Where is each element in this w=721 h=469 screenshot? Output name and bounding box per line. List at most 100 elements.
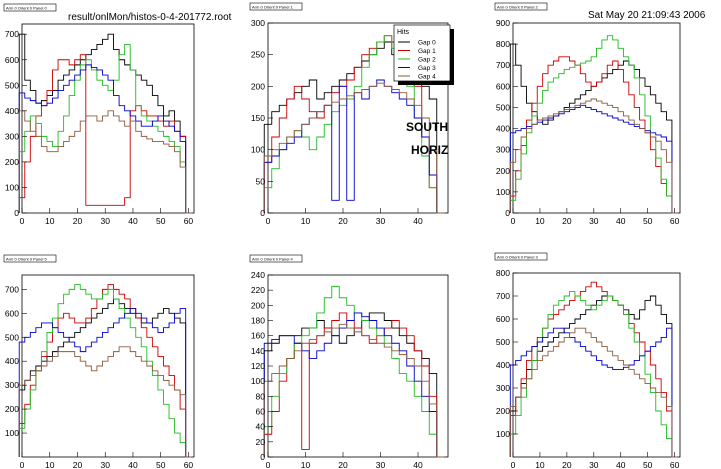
- y-tick-label: 150: [251, 113, 265, 123]
- y-tick-label: 300: [496, 145, 510, 155]
- x-tick-label: 40: [413, 460, 423, 469]
- x-tick-label: 60: [670, 460, 680, 469]
- x-tick-label: 10: [45, 460, 55, 469]
- y-tick-label: 0: [14, 208, 19, 218]
- x-tick-label: 20: [338, 216, 348, 226]
- y-tick-label: 700: [496, 291, 510, 301]
- legend-entry: Gap 1: [418, 48, 436, 55]
- x-tick-label: 60: [184, 216, 194, 226]
- x-tick-label: 20: [73, 460, 83, 469]
- series-gap-4-line: [18, 110, 192, 214]
- series-gap-4-line: [509, 98, 678, 214]
- x-tick-label: 0: [266, 460, 271, 469]
- x-tick-label: 0: [20, 460, 25, 469]
- series-gap-0-line: [509, 43, 678, 214]
- series-gap-0-line: [263, 312, 445, 458]
- y-tick-label: 900: [496, 18, 510, 28]
- y-tick-label: 700: [5, 29, 19, 39]
- series-gap-2-line: [509, 290, 678, 458]
- series-gap-0-line: [18, 33, 192, 214]
- series-gap-3-line: [509, 327, 678, 458]
- x-tick-label: 0: [511, 460, 516, 469]
- panel-title: Arm 0 Orient 0 Panel 5: [6, 257, 47, 262]
- series-gap-4-line: [263, 82, 445, 214]
- x-tick-label: 40: [616, 460, 626, 469]
- x-tick-label: 40: [128, 216, 138, 226]
- histogram-panel-3: Arm 0 Orient 0 Panel 5 0 10 20 30 40 50 60 100 20…: [3, 254, 195, 469]
- x-tick-label: 30: [100, 460, 110, 469]
- panel-title-box: [3, 254, 57, 263]
- x-tick-label: 0: [20, 216, 25, 226]
- y-tick-label: 80: [256, 391, 266, 401]
- y-tick-label: 400: [496, 360, 510, 370]
- annotation-south: SOUTH: [406, 120, 448, 134]
- y-tick-label: 500: [496, 337, 510, 347]
- plot-frame: [21, 274, 195, 458]
- y-tick-label: 600: [496, 81, 510, 91]
- series-gap-3-line: [263, 312, 445, 458]
- x-tick-label: 50: [156, 216, 166, 226]
- y-tick-label: 20: [256, 437, 266, 447]
- panel-title: Arm 0 Orient 0 Panel 0: [6, 6, 47, 11]
- x-tick-label: 10: [535, 216, 545, 226]
- x-tick-label: 50: [643, 216, 653, 226]
- y-tick-label: 0: [260, 452, 265, 462]
- y-tick-label: 100: [251, 145, 265, 155]
- histogram-panel-5: Arm 0 Orient 0 Panel 3 0 10 20 30 40 50 60 100 20…: [494, 252, 681, 469]
- y-tick-label: 500: [5, 80, 19, 90]
- y-tick-label: 50: [256, 176, 266, 186]
- x-tick-label: 50: [156, 460, 166, 469]
- series-gap-3-line: [509, 104, 678, 214]
- y-tick-label: 100: [5, 428, 19, 438]
- x-tick-label: 30: [376, 216, 386, 226]
- y-tick-label: 200: [5, 404, 19, 414]
- y-tick-label: 100: [496, 187, 510, 197]
- y-tick-label: 200: [5, 157, 19, 167]
- y-tick-label: 600: [5, 308, 19, 318]
- panel-title: Arm 0 Orient 0 Panel 3: [497, 255, 538, 260]
- y-tick-label: 220: [251, 285, 265, 295]
- y-tick-label: 200: [251, 300, 265, 310]
- y-tick-label: 700: [496, 60, 510, 70]
- x-tick-label: 40: [616, 216, 626, 226]
- x-tick-label: 30: [100, 216, 110, 226]
- series-gap-2-line: [263, 285, 445, 458]
- x-tick-label: 20: [562, 460, 572, 469]
- x-tick-label: 20: [338, 460, 348, 469]
- x-tick-label: 0: [511, 216, 516, 226]
- legend-title: Hits: [397, 29, 410, 36]
- x-tick-label: 40: [413, 216, 423, 226]
- y-tick-label: 120: [251, 361, 265, 371]
- y-tick-label: 300: [5, 131, 19, 141]
- x-tick-label: 40: [128, 460, 138, 469]
- panel-title-box: [249, 254, 303, 263]
- x-tick-label: 20: [73, 216, 83, 226]
- y-tick-label: 250: [251, 50, 265, 60]
- x-tick-label: 10: [301, 460, 311, 469]
- x-tick-label: 30: [376, 460, 386, 469]
- series-gap-1-line: [509, 56, 678, 214]
- series-gap-4-line: [18, 346, 192, 458]
- y-tick-label: 500: [5, 332, 19, 342]
- legend-entry: Gap 0: [418, 40, 436, 47]
- y-tick-label: 140: [251, 346, 265, 356]
- histogram-panel-4: Arm 0 Orient 0 Panel 4 0 10 20 30 40 0 20 40 60 80…: [249, 254, 449, 469]
- x-tick-label: 30: [589, 216, 599, 226]
- x-tick-label: 10: [535, 460, 545, 469]
- panel-title: Arm 0 Orient 0 Panel 2: [497, 5, 538, 10]
- series-gap-3-line: [18, 64, 192, 214]
- series-gap-3-line: [18, 308, 192, 458]
- y-tick-label: 400: [5, 356, 19, 366]
- panel-title-box: [249, 2, 303, 11]
- x-tick-label: 20: [562, 216, 572, 226]
- y-tick-label: 100: [496, 429, 510, 439]
- plot-frame: [21, 23, 195, 214]
- datetime-label: Sat May 20 21:09:43 2006: [588, 10, 706, 21]
- series-gap-2-line: [509, 35, 678, 214]
- series-gap-4-line: [263, 323, 445, 458]
- x-tick-label: 0: [266, 216, 271, 226]
- x-tick-label: 50: [643, 460, 653, 469]
- y-tick-label: 800: [496, 268, 510, 278]
